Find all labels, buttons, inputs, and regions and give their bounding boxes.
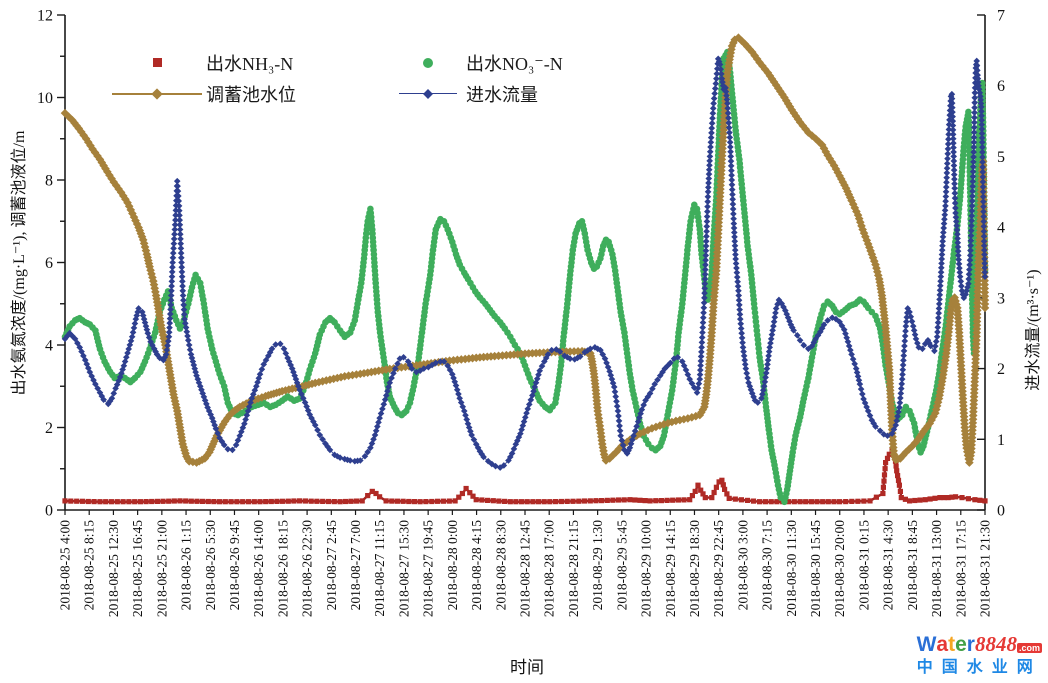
x-tick-label: 2018-08-27 19:45 [421,520,436,617]
x-tick-label: 2018-08-31 13:00 [929,520,944,617]
nh3n-square-marker-icon [152,58,162,67]
y-right-tick-label: 7 [997,8,1005,25]
x-tick-label: 2018-08-29 1:30 [590,520,605,611]
legend-row-2: 调蓄池水位 进水流量 [108,78,563,109]
x-tick-label: 2018-08-27 11:15 [372,520,387,617]
y-right-tick-label: 4 [997,220,1005,237]
watermark-letter: r [966,633,975,657]
watermark: Water8848 .com 中国水业网 [917,632,1042,677]
y-axis-right-title: 进水流量/(m³·s⁻¹) [1025,269,1042,391]
x-tick-label: 2018-08-26 18:15 [275,520,290,617]
x-tick-label: 2018-08-30 20:00 [832,520,847,617]
y-right-tick-label: 2 [997,361,1005,378]
legend-label-tank-level: 调蓄池水位 [206,84,296,105]
x-tick-label: 2018-08-29 5:45 [614,520,629,611]
watermark-letter: e [955,633,967,657]
x-tick-label: 2018-08-31 4:30 [881,520,896,611]
watermark-logo: Water8848 .com [917,632,1042,657]
watermark-dotcom: .com [1016,643,1042,654]
y-axis-left-title: 出水氨氮浓度/(mg·L⁻¹), 调蓄池液位/m [11,130,28,396]
x-tick-label: 2018-08-28 4:15 [469,520,484,611]
legend-label-inflow: 进水流量 [466,84,538,105]
x-tick-label: 2018-08-27 7:00 [348,520,363,611]
y-right-tick-label: 6 [997,78,1005,95]
legend-row-1: 出水NH₃-N 出水NO₃⁻-N [108,47,563,78]
legend-label-nh3n: 出水NH₃-N [206,53,294,74]
y-left-tick-label: 0 [45,503,53,520]
watermark-site-name: 中国水业网 [916,658,1042,676]
x-tick-label: 2018-08-29 10:00 [639,520,654,617]
y-left-tick-label: 6 [45,255,53,272]
legend: 出水NH₃-N 出水NO₃⁻-N 调蓄池水位 进水流量 [108,47,563,109]
y-right-tick-label: 3 [997,290,1005,307]
x-tick-label: 2018-08-28 12:45 [518,520,533,617]
x-tick-label: 2018-08-26 5:30 [203,520,218,611]
series-effluent-nh3n [62,447,988,505]
x-tick-label: 2018-08-26 1:15 [179,520,194,611]
y-left-tick-label: 2 [45,420,53,437]
x-tick-label: 2018-08-29 22:45 [711,520,726,617]
x-tick-label: 2018-08-30 11:30 [784,520,799,617]
x-tick-label: 2018-08-26 22:30 [300,520,315,617]
y-right-tick-label: 5 [997,149,1005,166]
x-tick-label: 2018-08-29 14:15 [663,520,678,617]
x-tick-label: 2018-08-30 3:00 [735,520,750,611]
y-right-tick-label: 1 [997,432,1005,449]
x-tick-label: 2018-08-31 21:30 [978,520,993,617]
legend-item-nh3n [108,58,206,67]
y-left-tick-label: 10 [37,90,53,107]
x-tick-label: 2018-08-27 2:45 [324,520,339,611]
watermark-number: 8848 [974,632,1017,657]
series-effluent-no3n [61,48,989,506]
y-left-tick-label: 12 [37,8,53,25]
x-tick-label: 2018-08-25 12:30 [106,520,121,617]
x-tick-label: 2018-08-25 8:15 [82,520,97,611]
inflow-line-marker-icon [399,88,457,99]
x-tick-label: 2018-08-28 21:15 [566,520,581,617]
x-tick-label: 2018-08-31 0:15 [856,520,871,611]
series-inflow-rate [61,55,989,471]
x-tick-label: 2018-08-28 0:00 [445,520,460,611]
x-axis-title: 时间 [510,658,544,677]
y-right-tick-label: 0 [997,503,1005,520]
legend-item-inflow [390,88,466,99]
x-tick-label: 2018-08-31 8:45 [905,520,920,611]
x-tick-label: 2018-08-29 18:30 [687,520,702,617]
watermark-letter: a [936,633,949,657]
x-tick-label: 2018-08-26 9:45 [227,520,242,611]
x-tick-label: 2018-08-25 16:45 [130,520,145,617]
y-left-tick-label: 8 [45,173,53,190]
x-tick-label: 2018-08-30 7:15 [760,520,775,611]
watermark-letter: W [916,633,937,657]
y-left-tick-label: 4 [45,338,53,355]
tank-level-line-marker-icon [112,87,202,100]
legend-label-no3n: 出水NO₃⁻-N [466,53,563,74]
watermark-letter: t [948,633,956,657]
x-tick-label: 2018-08-26 14:00 [251,520,266,617]
series-tank-level [60,33,990,467]
x-tick-label: 2018-08-31 17:15 [953,520,968,617]
x-tick-label: 2018-08-25 4:00 [58,520,73,611]
legend-item-tank-level [108,87,206,100]
x-tick-label: 2018-08-28 17:00 [542,520,557,617]
x-tick-label: 2018-08-25 21:00 [154,520,169,617]
x-tick-label: 2018-08-28 8:30 [493,520,508,611]
legend-item-no3n [390,57,466,68]
no3n-circle-marker-icon [423,57,433,68]
x-tick-label: 2018-08-30 15:45 [808,520,823,617]
x-tick-label: 2018-08-27 15:30 [396,520,411,617]
